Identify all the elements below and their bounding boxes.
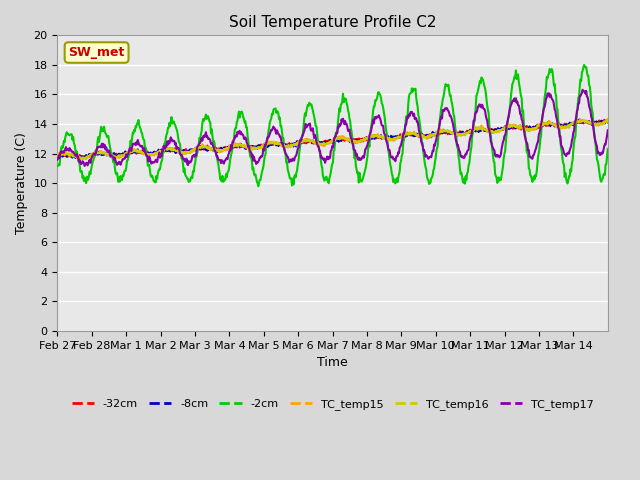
- Title: Soil Temperature Profile C2: Soil Temperature Profile C2: [229, 15, 436, 30]
- X-axis label: Time: Time: [317, 356, 348, 369]
- Text: SW_met: SW_met: [68, 46, 125, 59]
- Y-axis label: Temperature (C): Temperature (C): [15, 132, 28, 234]
- Legend: -32cm, -8cm, -2cm, TC_temp15, TC_temp16, TC_temp17: -32cm, -8cm, -2cm, TC_temp15, TC_temp16,…: [67, 394, 598, 414]
